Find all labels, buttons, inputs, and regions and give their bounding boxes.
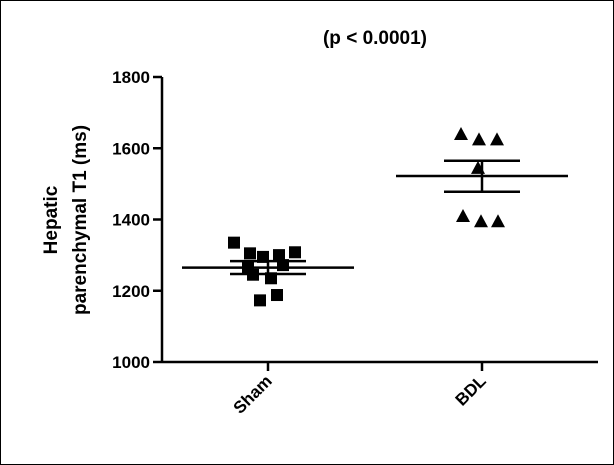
point-bdl-5 <box>474 214 488 228</box>
point-sham-4 <box>289 246 301 259</box>
data-marks <box>182 127 568 307</box>
point-sham-1 <box>244 247 256 260</box>
x-tick-label-sham: Sham <box>230 371 276 417</box>
point-sham-3 <box>273 249 285 262</box>
y-axis-label-line-1: Hepatic <box>41 185 62 254</box>
point-bdl-0 <box>454 127 468 140</box>
y-tick-label-1: 1200 <box>112 282 150 301</box>
point-sham-10 <box>254 294 266 307</box>
x-tick-label-bdl: BDL <box>452 371 490 409</box>
point-sham-0 <box>228 236 240 249</box>
y-tick-label-3: 1600 <box>112 139 150 158</box>
point-sham-9 <box>271 289 283 302</box>
series-bdl <box>396 127 568 228</box>
series-sham <box>182 236 354 307</box>
point-sham-7 <box>265 272 277 285</box>
y-tick-label-0: 1000 <box>112 353 150 372</box>
y-tick-label-4: 1800 <box>112 68 150 87</box>
y-axis-label-line-2: parenchymal T1 (ms) <box>70 125 91 315</box>
point-bdl-6 <box>491 214 505 228</box>
y-axis-label: Hepatic parenchymal T1 (ms) <box>41 125 91 315</box>
chart-title: (p < 0.0001) <box>323 28 427 49</box>
axes: 1000 1200 1400 1600 1800 Sham BDL <box>112 68 598 418</box>
point-bdl-1 <box>490 132 504 146</box>
point-sham-2 <box>257 250 269 263</box>
y-tick-label-2: 1400 <box>112 211 150 230</box>
point-bdl-4 <box>456 208 470 222</box>
point-bdl-2 <box>472 132 486 146</box>
